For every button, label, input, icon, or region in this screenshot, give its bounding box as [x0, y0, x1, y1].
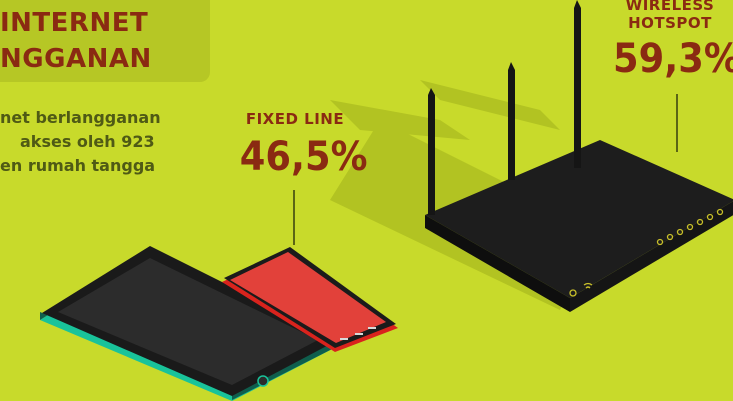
tablet-icon — [40, 246, 340, 401]
fixed-line-percent: 46,5% — [239, 134, 368, 180]
router-icon — [425, 0, 733, 312]
wireless-leader — [676, 94, 678, 152]
description-line-1: net berlangganan — [0, 108, 161, 127]
phone-icon — [222, 247, 398, 352]
fixed-line-leader — [293, 190, 295, 245]
wireless-label-line-1: WIRELESS — [625, 0, 715, 14]
title-line-2: NGGANAN — [0, 44, 152, 74]
description-line-2: akses oleh 923 — [20, 132, 155, 151]
description-text: net berlangganan akses oleh 923 en rumah… — [0, 106, 200, 178]
fixed-line-label: FIXED LINE — [245, 110, 345, 128]
title-band — [0, 0, 210, 82]
title-line-1: INTERNET — [0, 8, 149, 38]
wireless-label-line-2: HOTSPOT — [628, 14, 712, 32]
wireless-percent: 59,3% — [613, 36, 733, 82]
description-line-3: en rumah tangga — [0, 156, 156, 175]
